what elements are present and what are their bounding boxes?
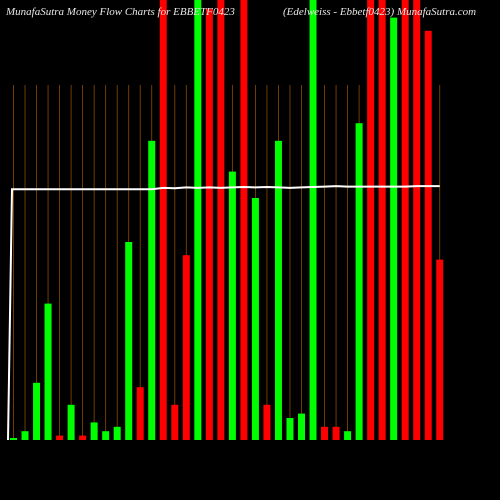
money-flow-bar (263, 404, 271, 440)
money-flow-bar (390, 17, 398, 440)
money-flow-line (7, 185, 440, 441)
money-flow-bar (413, 0, 421, 440)
money-flow-bar (367, 0, 375, 440)
money-flow-bar (321, 426, 329, 440)
money-flow-bar (205, 8, 213, 441)
money-flow-bar (113, 426, 121, 440)
money-flow-bar (228, 171, 236, 440)
money-flow-bar (401, 0, 409, 440)
money-flow-bar (286, 418, 294, 440)
money-flow-bar (217, 0, 225, 440)
money-flow-bar (171, 404, 179, 440)
money-flow-bar (355, 123, 363, 440)
money-flow-bar (309, 0, 317, 440)
money-flow-bar (10, 438, 17, 440)
money-flow-bar (90, 422, 98, 440)
money-flow-bar (194, 0, 202, 440)
money-flow-bar (159, 0, 167, 440)
chart-title: MunafaSutra Money Flow Charts for EBBETF… (6, 6, 235, 18)
chart-subtitle: (Edelweiss - Ebbetf0423) MunafaSutra.com (283, 6, 477, 18)
money-flow-bar (436, 259, 444, 440)
money-flow-bar (33, 382, 41, 440)
money-flow-bar (274, 140, 282, 441)
money-flow-bar (79, 435, 87, 440)
money-flow-bar (251, 198, 259, 440)
money-flow-bar (332, 426, 340, 440)
money-flow-bar (148, 140, 156, 441)
money-flow-bar (21, 431, 29, 440)
money-flow-bars (10, 0, 444, 441)
money-flow-bar (44, 303, 52, 440)
money-flow-bar (67, 404, 75, 440)
vertical-grid-lines (13, 85, 441, 440)
money-flow-bar (182, 255, 190, 440)
money-flow-bar (378, 0, 386, 440)
money-flow-bar (102, 431, 110, 440)
money-flow-bar (136, 387, 144, 440)
money-flow-bar (298, 413, 305, 440)
money-flow-bar (56, 435, 64, 440)
money-flow-bar (424, 30, 432, 441)
money-flow-bar (125, 242, 133, 440)
money-flow-bar (240, 0, 248, 440)
money-flow-bar (344, 431, 352, 440)
